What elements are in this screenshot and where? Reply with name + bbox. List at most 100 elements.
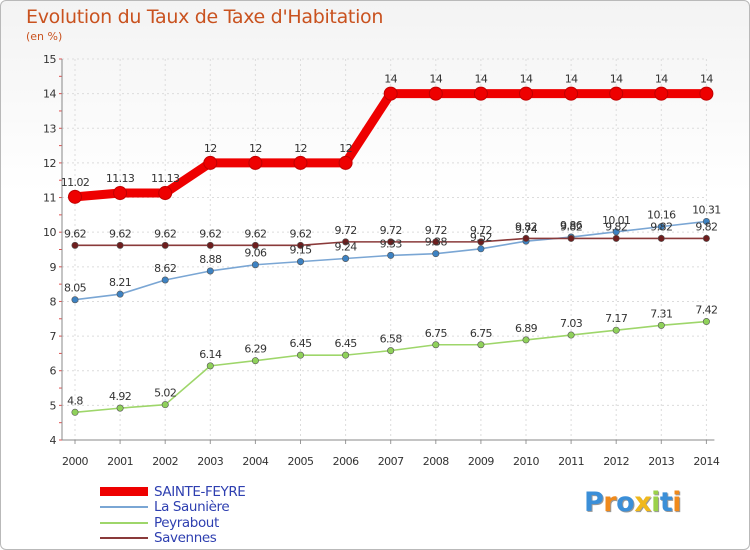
legend-label: La Saunière (154, 499, 230, 516)
data-label: 9.72 (380, 224, 402, 237)
data-point (296, 241, 304, 249)
data-label: 10.01 (602, 214, 631, 227)
legend-swatch (100, 537, 148, 540)
data-point (206, 267, 214, 275)
data-point (612, 326, 620, 334)
data-label: 14 (610, 73, 623, 86)
y-tick-label: 10 (43, 226, 56, 239)
data-label: 10.16 (647, 209, 676, 222)
data-label: 9.62 (199, 227, 221, 240)
data-point (293, 155, 308, 170)
data-label: 8.88 (199, 253, 222, 266)
data-label: 9.62 (154, 227, 176, 240)
data-label: 4.92 (109, 390, 131, 403)
data-point (68, 189, 82, 204)
legend-label: Savennes (154, 530, 217, 547)
data-point (567, 234, 575, 242)
y-tick-label: 8 (50, 295, 57, 308)
data-label: 9.82 (605, 220, 627, 233)
data-label: 9.24 (335, 241, 358, 254)
data-point (248, 155, 263, 170)
data-label: 6.45 (335, 337, 358, 350)
logo-letter: i (651, 487, 660, 518)
data-label: 14 (429, 73, 442, 86)
data-label: 9.72 (470, 224, 492, 237)
grid (62, 58, 707, 440)
data-point (206, 241, 214, 249)
data-point (161, 241, 169, 249)
series-points (68, 86, 714, 416)
data-label: 9.82 (560, 220, 582, 233)
y-tick-label: 14 (43, 88, 56, 101)
data-label: 6.14 (199, 348, 222, 361)
data-label: 7.31 (650, 307, 672, 320)
data-point (296, 351, 304, 359)
data-label: 11.13 (151, 172, 180, 185)
data-point (342, 238, 350, 246)
data-point (522, 336, 530, 344)
data-point (158, 186, 173, 201)
data-point (477, 341, 485, 349)
data-point (342, 351, 350, 359)
data-point (338, 155, 353, 170)
data-point (296, 258, 304, 266)
x-tick-label: 2006 (333, 455, 359, 468)
data-label: 9.62 (109, 227, 131, 240)
data-label: 6.75 (470, 327, 493, 340)
data-point (657, 223, 665, 231)
data-point (612, 234, 620, 242)
data-label: 9.62 (244, 227, 266, 240)
data-label: 7.17 (605, 312, 628, 325)
logo-letter: o (616, 487, 635, 518)
logo-letter: t (659, 487, 673, 518)
data-label: 7.42 (695, 304, 717, 317)
y-tick-label: 12 (43, 157, 56, 170)
data-label: 9.62 (64, 227, 86, 240)
data-label: 12 (294, 142, 307, 155)
y-tick-label: 5 (50, 399, 57, 412)
data-point (116, 290, 124, 298)
y-tick-label: 15 (43, 53, 56, 66)
data-point (161, 401, 169, 409)
data-label: 9.82 (650, 220, 672, 233)
data-point (432, 250, 440, 258)
data-point (342, 255, 350, 263)
data-point (477, 238, 485, 246)
x-tick-label: 2000 (62, 455, 88, 468)
data-point (477, 245, 485, 253)
data-point (71, 408, 79, 416)
data-point (251, 241, 259, 249)
x-tick-label: 2010 (513, 455, 539, 468)
data-label: 9.62 (289, 227, 311, 240)
data-label: 11.13 (106, 172, 135, 185)
data-label: 12 (339, 142, 352, 155)
data-point (473, 86, 488, 101)
chart-subtitle: (en %) (26, 30, 63, 43)
logo-letter: x (634, 487, 652, 518)
proxiti-logo: Proxiti (584, 487, 682, 518)
data-label: 8.05 (64, 282, 87, 295)
data-point (387, 347, 395, 355)
data-label: 8.62 (154, 262, 176, 275)
data-point (609, 86, 624, 101)
data-point (71, 296, 79, 304)
data-point (251, 357, 259, 365)
data-point (654, 86, 669, 101)
data-label: 14 (700, 73, 713, 86)
y-tick-label: 4 (50, 434, 57, 447)
data-point (702, 318, 710, 326)
y-tick-label: 9 (50, 261, 57, 274)
data-label: 9.15 (289, 244, 312, 257)
data-label: 9.86 (560, 219, 583, 232)
data-label: 6.45 (289, 337, 312, 350)
data-point (567, 331, 575, 339)
data-label: 6.58 (380, 333, 403, 346)
data-label: 9.06 (244, 247, 267, 260)
data-point (206, 362, 214, 370)
x-tick-label: 2011 (558, 455, 584, 468)
chart-legend: SAINTE-FEYRE La Saunière Peyrabout Savennes (100, 484, 246, 547)
data-label: 9.72 (335, 224, 357, 237)
data-label: 11.02 (61, 176, 90, 189)
x-tick-label: 2003 (197, 455, 223, 468)
data-point (387, 238, 395, 246)
